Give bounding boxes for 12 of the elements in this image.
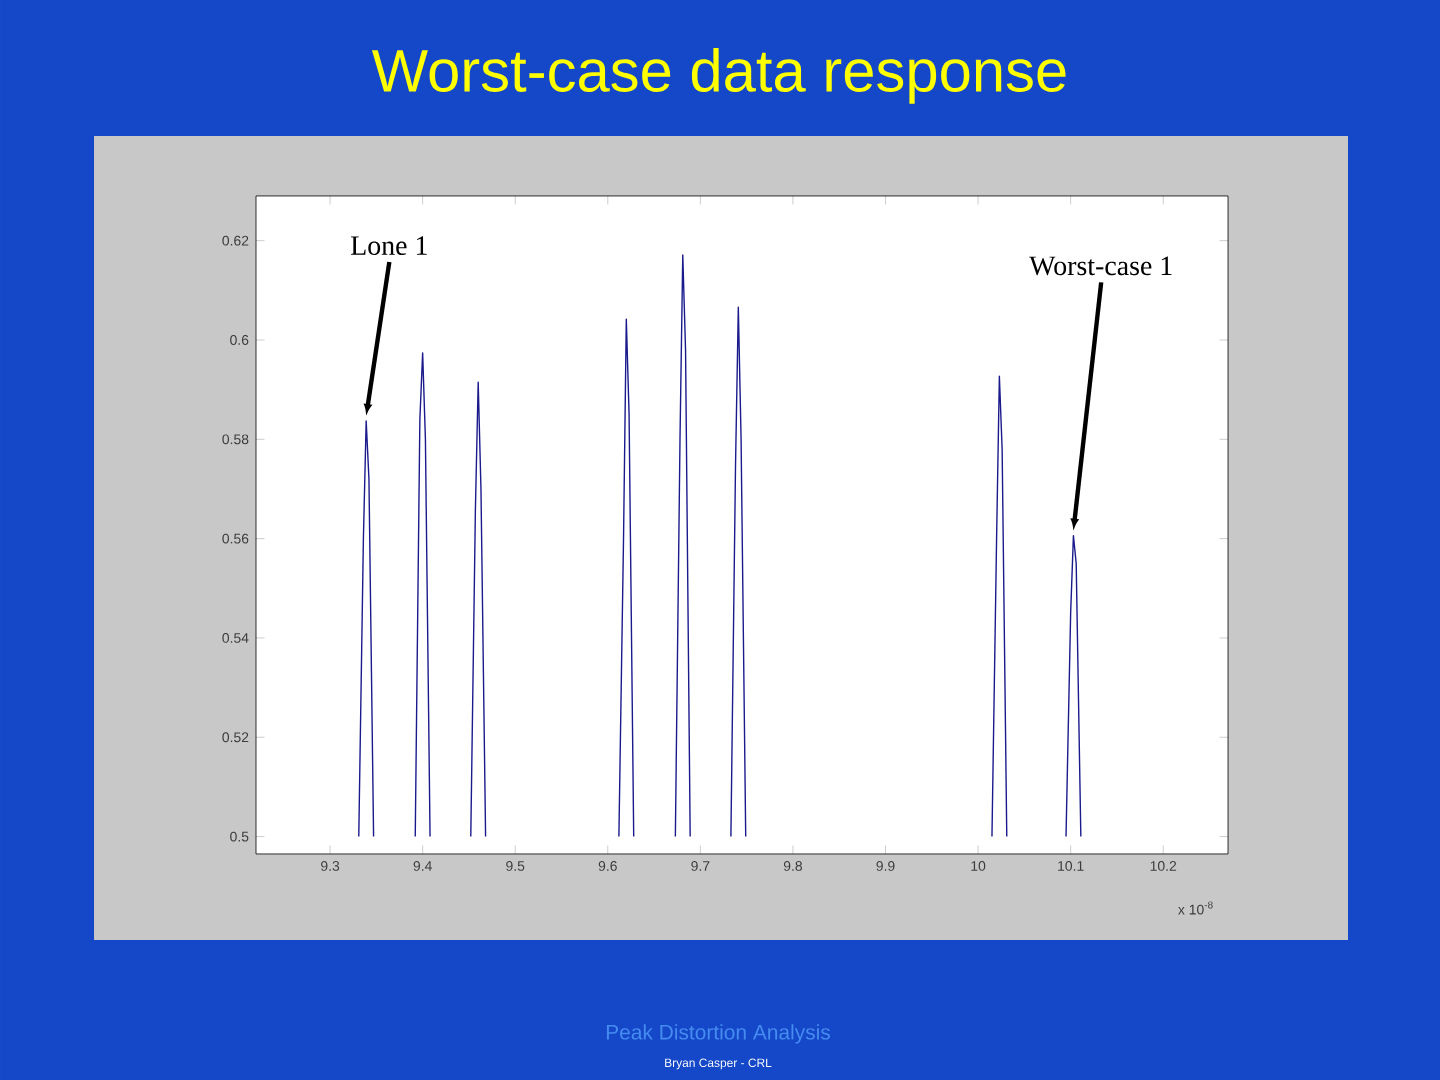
line-series [358, 420, 375, 838]
annotation: Lone 1 [351, 236, 427, 255]
line-series [414, 352, 431, 838]
line-series [674, 254, 691, 838]
chart-title: Worst-case data response [371, 48, 1066, 104]
text: Peak Distortion Analysis [606, 1024, 830, 1044]
line-series [470, 381, 487, 838]
line-series [618, 318, 635, 838]
line-series [1065, 534, 1082, 838]
line-series [991, 375, 1008, 838]
annotation: Worst-case 1 [1029, 256, 1172, 276]
line-series [730, 306, 747, 838]
